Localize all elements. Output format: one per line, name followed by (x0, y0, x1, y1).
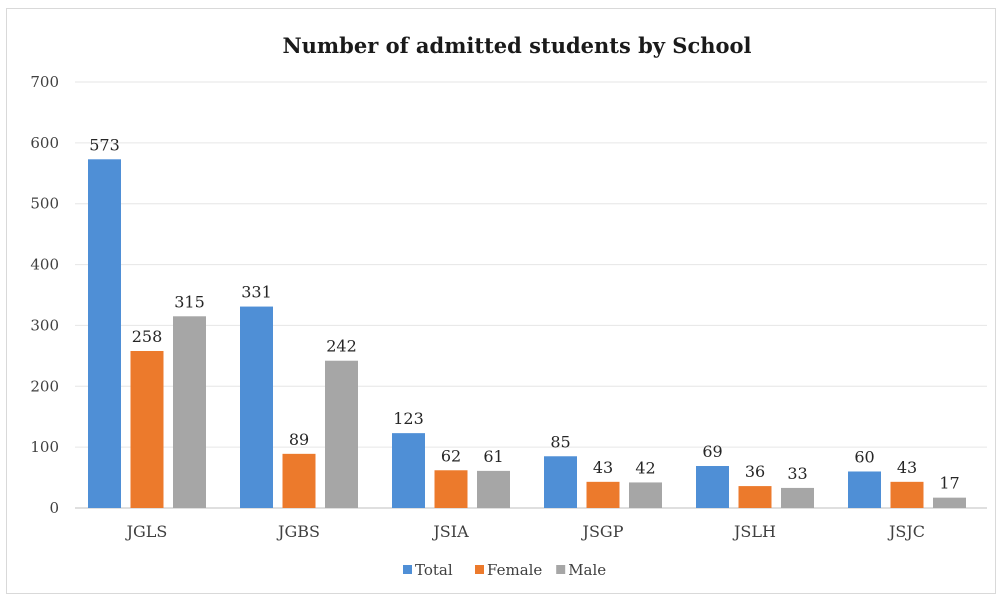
data-label: 42 (635, 458, 655, 477)
legend-swatch-male (556, 565, 566, 574)
x-tick-label: JGBS (276, 522, 320, 541)
bar-total-jsjc (848, 471, 881, 508)
legend-label-total: Total (415, 561, 453, 579)
bar-male-jsgp (629, 482, 662, 508)
bar-male-jgls (173, 316, 206, 508)
bar-total-jgbs (240, 306, 273, 508)
data-label: 242 (326, 337, 357, 356)
y-tick-label: 200 (30, 377, 59, 395)
y-tick-label: 400 (30, 256, 59, 274)
bar-total-jsia (392, 433, 425, 508)
legend-label-male: Male (568, 561, 606, 579)
bar-female-jslh (738, 486, 772, 508)
data-label: 331 (241, 283, 272, 302)
bar-total-jgls (88, 159, 121, 508)
y-tick-label: 0 (49, 499, 59, 517)
chart: Number of admitted students by School 0 1… (30, 33, 987, 579)
bar-female-jgls (130, 350, 164, 508)
chart-frame: Number of admitted students by School 0 1… (6, 8, 996, 594)
legend: Total Female Male (403, 561, 606, 579)
data-label: 573 (89, 135, 120, 154)
bar-female-jsgp (586, 481, 620, 508)
bar-male-jsjc (933, 497, 966, 508)
data-label: 69 (702, 442, 722, 461)
x-axis-ticks: JGLS JGBS JSIA JSGP JSLH JSJC (125, 522, 925, 541)
bar-male-jgbs (325, 360, 358, 508)
bar-total-jslh (696, 466, 729, 508)
data-labels: 573 258 315 331 89 242 123 62 61 85 43 42 69 36 33 60 43… (89, 135, 959, 492)
x-tick-label: JSLH (732, 522, 776, 541)
legend-label-female: Female (487, 561, 542, 579)
y-tick-label: 600 (30, 134, 59, 152)
data-label: 85 (550, 432, 570, 451)
data-label: 258 (132, 327, 163, 346)
bar-female-jgbs (282, 453, 316, 508)
x-tick-label: JSJC (887, 522, 925, 541)
chart-title: Number of admitted students by School (282, 33, 751, 58)
data-label: 17 (939, 474, 959, 493)
data-label: 315 (174, 292, 205, 311)
x-tick-label: JSIA (431, 522, 469, 541)
y-tick-label: 300 (30, 316, 59, 334)
data-label: 36 (745, 462, 765, 481)
data-label: 123 (393, 409, 424, 428)
bar-male-jslh (781, 487, 814, 508)
y-tick-label: 500 (30, 195, 59, 213)
legend-swatch-total (403, 565, 412, 574)
bar-total-jsgp (544, 456, 577, 508)
bar-female-jsia (434, 470, 468, 508)
data-label: 60 (854, 447, 874, 466)
y-axis-ticks: 0 100 200 300 400 500 600 700 (30, 73, 59, 517)
data-label: 62 (441, 446, 461, 465)
bars (88, 159, 966, 508)
data-label: 33 (787, 464, 807, 483)
bar-male-jsia (477, 470, 510, 508)
bar-female-jsjc (890, 481, 924, 508)
x-tick-label: JGLS (125, 522, 168, 541)
y-tick-label: 700 (30, 73, 59, 91)
legend-swatch-female (475, 565, 484, 574)
data-label: 43 (593, 458, 613, 477)
y-tick-label: 100 (30, 438, 59, 456)
data-label: 89 (289, 430, 309, 449)
data-label: 61 (483, 447, 503, 466)
data-label: 43 (897, 458, 917, 477)
gridlines (75, 81, 987, 509)
x-tick-label: JSGP (581, 522, 624, 541)
